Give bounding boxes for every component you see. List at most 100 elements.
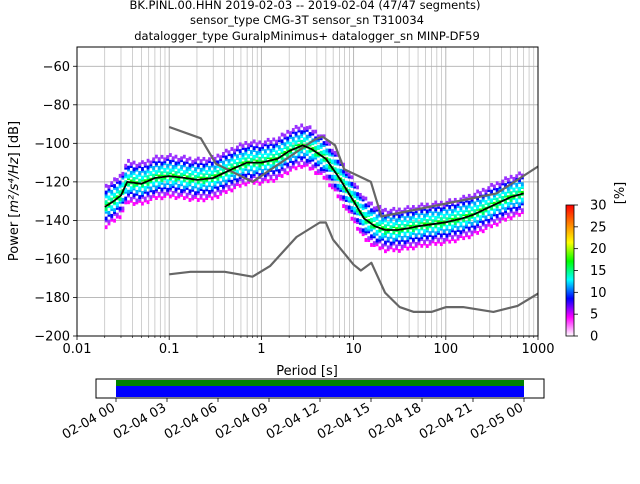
psd-cloud-cell <box>155 196 158 200</box>
psd-cloud-cell <box>467 210 471 215</box>
psd-cloud-cell <box>314 152 318 157</box>
psd-cloud-cell <box>336 168 340 173</box>
psd-cloud-cell <box>476 212 480 217</box>
psd-cloud-cell <box>263 149 267 153</box>
psd-cloud-cell <box>127 182 130 186</box>
psd-cloud-cell <box>305 160 309 165</box>
psd-cloud-cell <box>110 213 114 218</box>
psd-cloud-cell <box>205 170 209 174</box>
psd-cloud-cell <box>174 196 178 201</box>
psd-cloud-cell <box>423 229 426 233</box>
psd-cloud-cell <box>314 146 318 150</box>
psd-cloud-cell <box>437 237 440 242</box>
psd-cloud-cell <box>356 201 359 206</box>
psd-cloud-cell <box>479 215 482 220</box>
psd-cloud-cell <box>425 225 429 230</box>
y-tick-label: −180 <box>34 291 70 306</box>
psd-cloud-cell <box>222 176 225 180</box>
psd-cloud-cell <box>409 207 412 212</box>
psd-cloud-cell <box>244 164 248 168</box>
psd-cloud-cell <box>291 136 295 141</box>
psd-cloud-cell <box>104 206 108 211</box>
psd-cloud-cell <box>149 160 153 165</box>
psd-cloud-cell <box>378 235 382 240</box>
psd-cloud-cell <box>104 225 108 230</box>
psd-cloud-cell <box>504 183 507 187</box>
psd-cloud-cell <box>336 194 340 199</box>
psd-cloud-cell <box>222 151 225 156</box>
psd-cloud-cell <box>490 198 493 203</box>
psd-cloud-cell <box>219 155 223 160</box>
psd-cloud-cell <box>132 167 136 172</box>
psd-cloud-cell <box>185 175 189 180</box>
psd-cloud-cell <box>174 171 178 175</box>
psd-cloud-cell <box>501 212 505 217</box>
psd-cloud-cell <box>336 183 340 188</box>
psd-cloud-cell <box>462 217 466 222</box>
psd-cloud-cell <box>224 171 228 176</box>
psd-cloud-cell <box>124 187 128 192</box>
psd-cloud-cell <box>269 164 273 169</box>
psd-cloud-cell <box>364 196 368 201</box>
psd-cloud-cell <box>269 174 273 179</box>
psd-cloud-cell <box>127 200 130 205</box>
psd-cloud-cell <box>238 157 242 162</box>
psd-cloud-cell <box>389 208 393 213</box>
psd-cloud-cell <box>403 223 407 228</box>
psd-cloud-cell <box>121 197 125 202</box>
psd-cloud-cell <box>492 208 496 213</box>
psd-cloud-cell <box>445 209 449 214</box>
psd-cloud-cell <box>286 146 290 151</box>
psd-cloud-cell <box>504 199 507 204</box>
psd-cloud-cell <box>490 213 493 218</box>
psd-cloud-cell <box>476 189 480 194</box>
psd-cloud-cell <box>317 134 320 139</box>
title-line-1: BK.PINL.00.HHN 2019-02-03 -- 2019-02-04 … <box>129 0 480 12</box>
psd-cloud-cell <box>283 168 287 173</box>
psd-cloud-cell <box>236 178 239 183</box>
colorbar: 0 5 10 15 20 25 30 [%] <box>565 182 628 345</box>
psd-cloud-cell <box>498 182 502 187</box>
psd-cloud-cell <box>121 182 125 187</box>
psd-cloud-cell <box>188 156 192 161</box>
psd-cloud-cell <box>308 148 312 153</box>
psd-cloud-cell <box>423 222 426 227</box>
psd-cloud-cell <box>400 236 404 240</box>
psd-cloud-cell <box>272 153 276 158</box>
psd-cloud-cell <box>107 195 111 200</box>
psd-cloud-cell <box>305 134 309 139</box>
psd-cloud-cell <box>448 239 452 244</box>
psd-cloud-cell <box>303 161 306 166</box>
psd-cloud-cell <box>381 243 385 248</box>
psd-cloud-cell <box>325 174 329 179</box>
psd-cloud-cell <box>152 190 156 194</box>
psd-cloud-cell <box>342 204 345 209</box>
psd-cloud-cell <box>375 222 379 227</box>
psd-cloud-cell <box>266 160 270 165</box>
psd-cloud-cell <box>308 132 312 136</box>
psd-cloud-cell <box>104 200 108 205</box>
psd-cloud-cell <box>381 217 385 222</box>
psd-cloud-cell <box>216 195 220 199</box>
psd-cloud-cell <box>177 157 181 162</box>
psd-cloud-cell <box>504 191 507 196</box>
psd-cloud-cell <box>224 155 228 160</box>
psd-cloud-cell <box>194 167 197 172</box>
psd-cloud-cell <box>300 123 304 128</box>
psd-cloud-cell <box>506 177 510 182</box>
psd-cloud-cell <box>409 231 412 236</box>
psd-cloud-cell <box>177 168 181 173</box>
psd-cloud-cell <box>442 203 446 208</box>
psd-cloud-cell <box>163 157 167 162</box>
psd-cloud-cell <box>258 173 262 178</box>
psd-cloud-cell <box>160 178 164 182</box>
psd-cloud-cell <box>286 136 290 141</box>
psd-cloud-cell <box>451 211 454 215</box>
psd-cloud-cell <box>308 166 312 171</box>
psd-cloud-cell <box>445 217 449 222</box>
psd-cloud-cell <box>149 195 153 200</box>
psd-cloud-cell <box>501 181 505 186</box>
psd-cloud-cell <box>451 217 454 222</box>
psd-cloud-cell <box>202 180 206 184</box>
psd-cloud-cell <box>182 177 186 182</box>
